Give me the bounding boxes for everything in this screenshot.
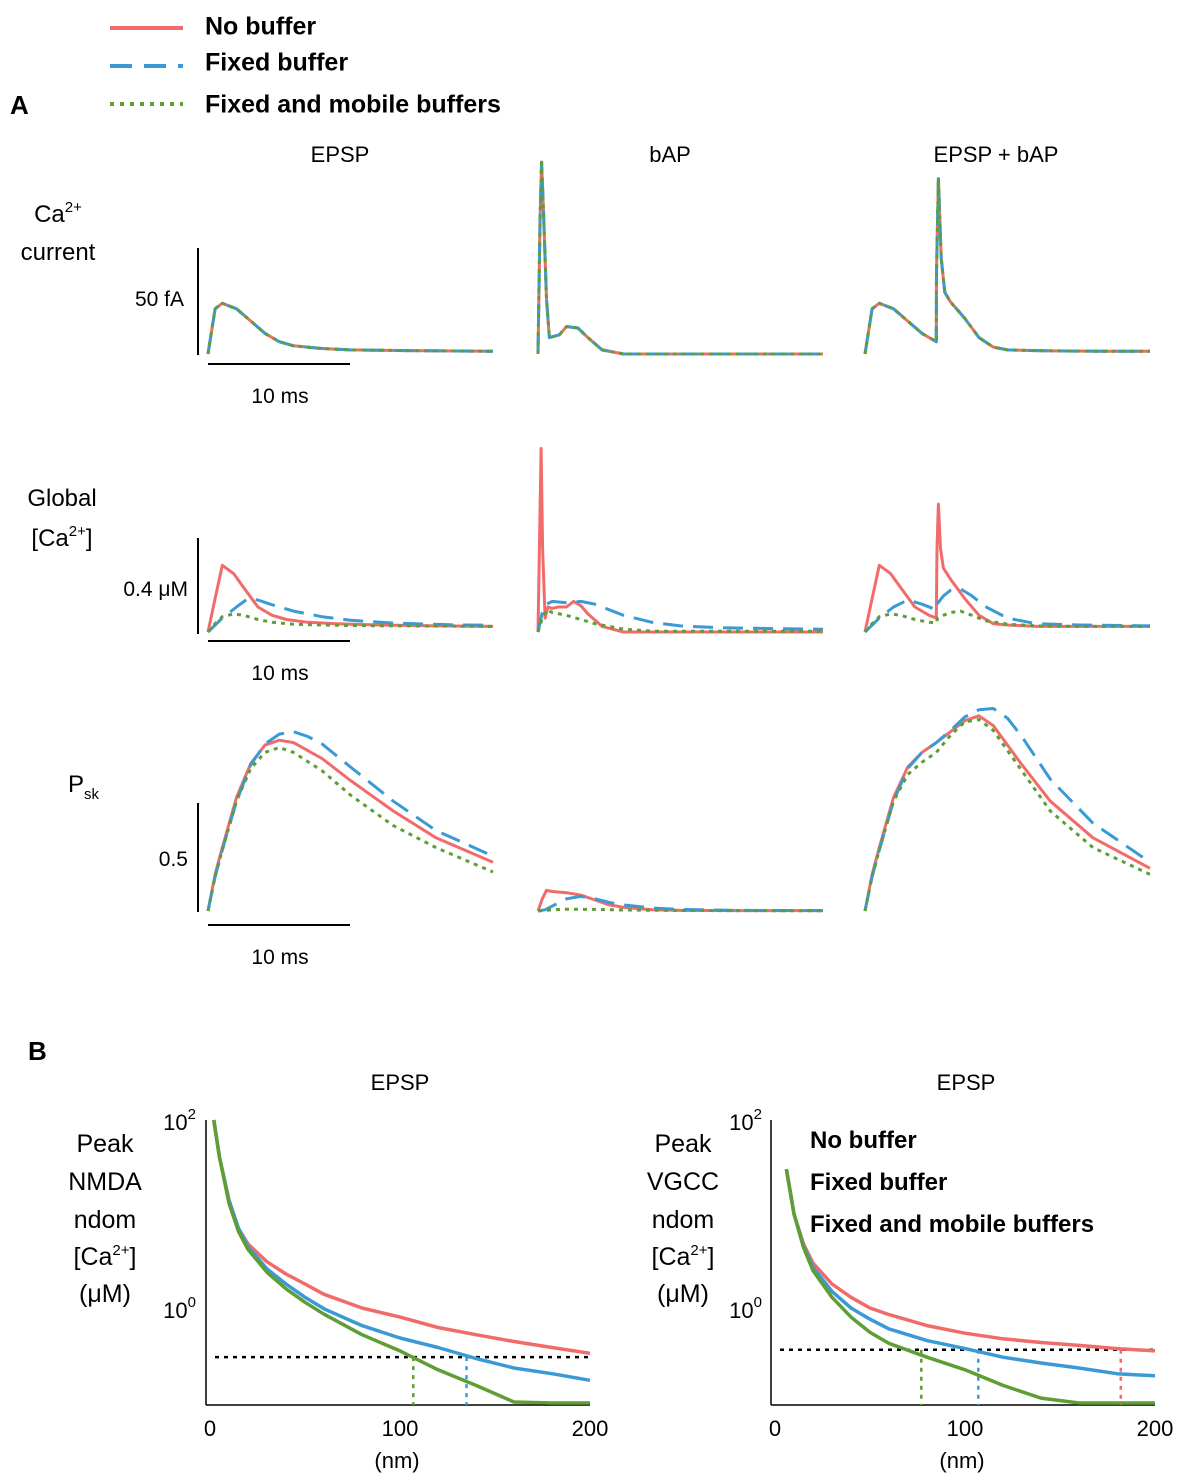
curve-b1-no-buffer	[212, 1119, 591, 1356]
trace-psk-bap-fixed-buffer	[537, 894, 824, 913]
trace-psk-epsp-fixed-buffer	[206, 730, 494, 912]
svg-text:Peak: Peak	[655, 1130, 712, 1158]
b-legend-fixed-buffer: Fixed buffer	[810, 1169, 947, 1196]
svg-text:100: 100	[163, 1294, 196, 1323]
panel-a-traces	[206, 160, 1151, 913]
trace-global-ca2-epsp-no-buffer	[206, 563, 494, 633]
plot-b2-yticks: 102 100	[729, 1106, 762, 1323]
trace-ca2-current-epsp-fixed-and-mobile-buffers	[206, 301, 494, 355]
svg-text:(μM): (μM)	[657, 1280, 709, 1308]
legend-fixed-buffer: Fixed buffer	[205, 49, 348, 77]
legend-no-buffer: No buffer	[205, 13, 316, 41]
curve-b2-fixed-buffer	[784, 1168, 1156, 1378]
plot-b2-xticks: 0 100 200 (nm)	[769, 1416, 1173, 1473]
svg-text:200: 200	[1137, 1416, 1174, 1441]
trace-global-ca2-bap-fixed-buffer	[536, 599, 824, 633]
svg-text:VGCC: VGCC	[647, 1168, 719, 1196]
trace-psk-epsp-bap-fixed-and-mobile-buffers	[863, 718, 1151, 912]
svg-text:100: 100	[382, 1416, 419, 1441]
curve-b2-fixed-and-mobile-buffers	[784, 1168, 1155, 1405]
curve-b1-fixed-and-mobile-buffers	[212, 1119, 590, 1405]
column-title-bap: bAP	[649, 142, 691, 167]
column-title-epsp-bap: EPSP + bAP	[934, 142, 1059, 167]
plot-b1-yticks: 102 100	[163, 1106, 196, 1323]
top-legend: No buffer Fixed buffer Fixed and mobile …	[110, 13, 501, 119]
trace-global-ca2-epsp-fixed-buffer	[206, 597, 494, 634]
svg-text:(nm): (nm)	[374, 1448, 419, 1473]
panel-b-axes	[205, 1120, 1155, 1406]
trace-psk-bap-fixed-and-mobile-buffers	[537, 907, 824, 913]
trace-ca2-current-epsp-bap-fixed-buffer	[863, 177, 1150, 355]
row-label-current: current	[21, 239, 96, 266]
trace-global-ca2-epsp-bap-no-buffer	[863, 502, 1150, 633]
row-label-global: Global	[27, 485, 96, 512]
plot-b2-title: EPSP	[937, 1070, 996, 1095]
svg-text:(μM): (μM)	[79, 1280, 131, 1308]
trace-psk-epsp-bap-no-buffer	[863, 714, 1151, 912]
scale-label-global-ca: 0.4 μM	[123, 578, 188, 601]
trace-ca2-current-epsp-fixed-buffer	[206, 301, 494, 355]
panel-b-legend: No buffer Fixed buffer Fixed and mobile …	[810, 1127, 1094, 1238]
svg-text:NMDA: NMDA	[68, 1168, 142, 1196]
legend-fixed-mobile: Fixed and mobile buffers	[205, 91, 501, 119]
svg-text:(nm): (nm)	[939, 1448, 984, 1473]
svg-text:102: 102	[163, 1106, 196, 1135]
time-scale-label-row1: 10 ms	[251, 385, 308, 408]
svg-text:0: 0	[204, 1416, 216, 1441]
b-legend-fixed-mobile: Fixed and mobile buffers	[810, 1211, 1094, 1238]
trace-ca2-current-epsp-no-buffer	[206, 301, 494, 355]
row-label-ca-current: Ca2+	[34, 199, 82, 228]
trace-psk-bap-no-buffer	[536, 888, 823, 913]
svg-text:Peak: Peak	[77, 1130, 134, 1158]
scale-label-psk: 0.5	[159, 848, 188, 871]
svg-text:[Ca2+]: [Ca2+]	[74, 1242, 137, 1271]
plot-b1-xticks: 0 100 200 (nm)	[204, 1416, 608, 1473]
svg-text:102: 102	[729, 1106, 762, 1135]
plot-b2-ylabel: Peak VGCC ndom [Ca2+] (μM)	[647, 1130, 719, 1308]
trace-psk-epsp-fixed-and-mobile-buffers	[206, 746, 494, 912]
svg-text:ndom: ndom	[74, 1206, 137, 1234]
trace-ca2-current-bap-fixed-buffer	[536, 160, 823, 356]
plot-b1-ylabel: Peak NMDA ndom [Ca2+] (μM)	[68, 1130, 142, 1308]
svg-text:0: 0	[769, 1416, 781, 1441]
panel-a-label: A	[10, 90, 29, 120]
trace-ca2-current-epsp-bap-fixed-and-mobile-buffers	[863, 177, 1150, 355]
svg-text:ndom: ndom	[652, 1206, 715, 1234]
trace-psk-epsp-bap-fixed-buffer	[863, 707, 1151, 912]
column-title-epsp: EPSP	[311, 142, 370, 167]
curve-b2-no-buffer	[784, 1168, 1156, 1353]
plot-b1-title: EPSP	[371, 1070, 430, 1095]
time-scale-label-row2: 10 ms	[251, 662, 308, 685]
svg-text:100: 100	[947, 1416, 984, 1441]
b-legend-no-buffer: No buffer	[810, 1127, 917, 1154]
trace-global-ca2-epsp-bap-fixed-and-mobile-buffers	[863, 609, 1150, 633]
trace-global-ca2-epsp-bap-fixed-buffer	[863, 587, 1151, 634]
trace-global-ca2-bap-no-buffer	[536, 447, 823, 634]
row-label-global-ca: [Ca2+]	[31, 523, 92, 552]
trace-ca2-current-bap-no-buffer	[536, 160, 823, 356]
scale-bars	[197, 248, 350, 926]
panel-b-label: B	[28, 1036, 47, 1066]
svg-text:100: 100	[729, 1294, 762, 1323]
panel-b-traces	[212, 1119, 1156, 1405]
curve-b1-fixed-buffer	[212, 1119, 591, 1383]
trace-global-ca2-epsp-fixed-and-mobile-buffers	[206, 612, 494, 633]
trace-ca2-current-bap-fixed-and-mobile-buffers	[536, 160, 823, 356]
trace-global-ca2-bap-fixed-and-mobile-buffers	[536, 608, 823, 633]
svg-text:[Ca2+]: [Ca2+]	[652, 1242, 715, 1271]
row-label-psk: Psk	[68, 771, 100, 803]
trace-ca2-current-epsp-bap-no-buffer	[863, 177, 1150, 355]
svg-text:200: 200	[572, 1416, 609, 1441]
time-scale-label-row3: 10 ms	[251, 946, 308, 969]
scale-label-current: 50 fA	[135, 288, 184, 311]
